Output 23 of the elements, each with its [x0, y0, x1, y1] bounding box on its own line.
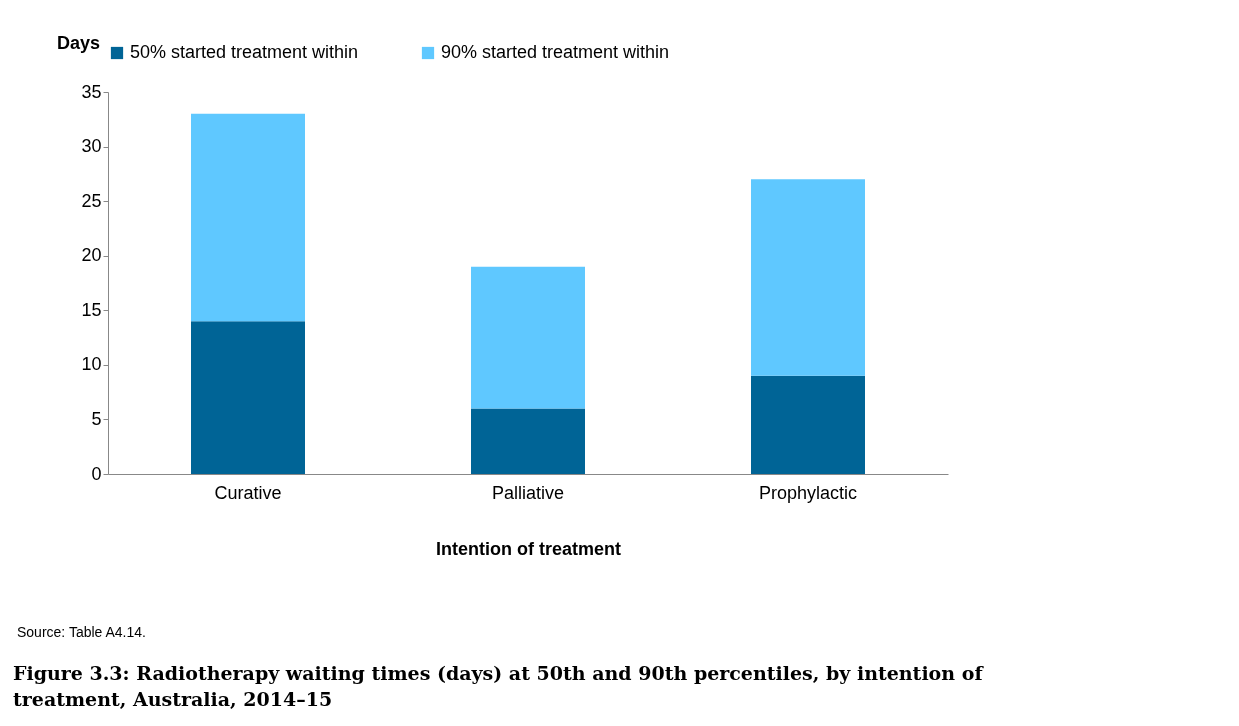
y-tick-label: 5: [91, 408, 102, 429]
bar: [191, 321, 305, 474]
y-axis-title: Days: [56, 32, 101, 53]
y-tick-label: 15: [81, 299, 102, 320]
bar: [751, 179, 865, 376]
text: Figure 3.3: Radiotherapy waiting times (days) at 50th and 90th percentiles, by intention of treatment, Australia, 2014–15: [13, 662, 985, 710]
y-tick-label: 25: [81, 190, 102, 211]
bar: [471, 266, 585, 409]
y-tick-label: 20: [81, 245, 102, 266]
x-tick-label: Palliative: [491, 482, 565, 503]
bar: [471, 408, 585, 474]
y-tick-label: 0: [91, 463, 102, 484]
y-tick-label: 10: [81, 354, 102, 375]
bar: [191, 113, 305, 322]
legend-label: 90% started treatment within: [441, 42, 670, 62]
bar: [751, 375, 865, 474]
x-tick-label: Prophylactic: [758, 482, 858, 503]
legend-label: 50% started treatment within: [130, 42, 359, 62]
y-tick-label: 30: [81, 136, 102, 157]
x-axis-title: Intention of treatment: [436, 538, 621, 559]
x-tick-label: Curative: [214, 482, 282, 503]
y-tick-label: 35: [81, 81, 102, 102]
source-note: Source: Table A4.14.: [17, 624, 146, 640]
